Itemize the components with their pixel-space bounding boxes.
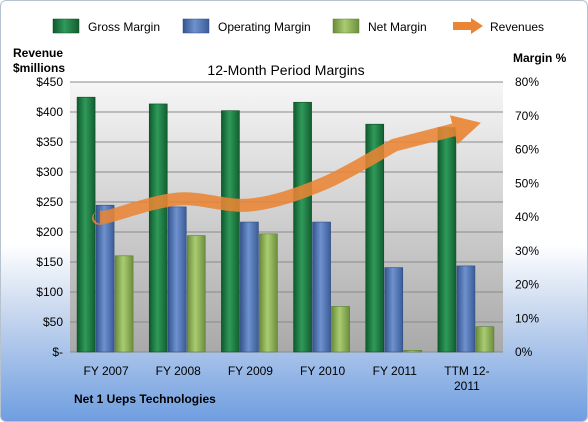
left-axis-title-line-1: Revenue xyxy=(13,46,63,60)
legend-label-gross-margin: Gross Margin xyxy=(88,20,160,34)
bar-gross-margin xyxy=(293,101,312,353)
left-tick-label: $- xyxy=(52,345,63,359)
bar-gross-margin xyxy=(148,103,168,353)
bars xyxy=(76,96,495,353)
left-tick-label: $300 xyxy=(36,165,63,179)
right-axis-ticks: 0% 10% 20% 30% 40% 50% 60% 70% 80% xyxy=(515,75,539,359)
left-tick-label: $200 xyxy=(36,225,63,239)
bar-operating-margin xyxy=(456,265,476,353)
revenue-arrowhead xyxy=(450,115,481,145)
legend-swatch-gross-margin xyxy=(52,18,80,34)
bar-operating-margin xyxy=(312,221,331,353)
legend: Gross Margin Operating Margin Net Margin… xyxy=(52,18,544,34)
x-tick-label: FY 2008 xyxy=(156,364,201,378)
bar-operating-margin xyxy=(95,204,115,353)
bar-gross-margin xyxy=(76,96,96,353)
x-tick-label: FY 2011 xyxy=(373,364,418,378)
bar-net-margin xyxy=(475,326,495,353)
revenue-line xyxy=(92,115,481,225)
bar-net-margin xyxy=(186,235,206,353)
right-tick-label: 40% xyxy=(515,210,539,224)
bar-operating-margin xyxy=(167,206,187,353)
legend-label-revenues: Revenues xyxy=(490,20,544,34)
left-tick-label: $400 xyxy=(36,105,63,119)
right-tick-label: 80% xyxy=(515,75,539,89)
right-tick-label: 10% xyxy=(515,311,539,325)
revenue-trend-line xyxy=(92,123,456,225)
bar-operating-margin xyxy=(384,267,404,353)
bar-net-margin xyxy=(403,350,423,353)
chart-title: 12-Month Period Margins xyxy=(207,62,364,78)
bar-gross-margin xyxy=(437,127,457,353)
company-name: Net 1 Ueps Technologies xyxy=(74,392,216,406)
legend-swatch-net-margin xyxy=(332,18,360,34)
bar-net-margin xyxy=(114,255,134,353)
legend-swatch-revenues-arrow xyxy=(453,18,483,34)
bar-gross-margin xyxy=(221,110,240,353)
left-tick-label: $50 xyxy=(43,315,63,329)
legend-label-net-margin: Net Margin xyxy=(368,20,427,34)
left-tick-label: $100 xyxy=(36,285,63,299)
x-tick-label: FY 2010 xyxy=(300,364,345,378)
left-tick-label: $350 xyxy=(36,135,63,149)
right-tick-label: 20% xyxy=(515,278,539,292)
bar-operating-margin xyxy=(240,221,259,353)
bar-net-margin xyxy=(331,306,350,353)
x-tick-label: 2011 xyxy=(454,379,480,393)
bar-gross-margin xyxy=(365,123,385,353)
right-tick-label: 70% xyxy=(515,109,539,123)
legend-label-operating-margin: Operating Margin xyxy=(218,20,311,34)
left-tick-label: $150 xyxy=(36,255,63,269)
left-tick-label: $450 xyxy=(36,75,63,89)
right-tick-label: 0% xyxy=(515,345,533,359)
x-tick-label: TTM 12- xyxy=(444,364,489,378)
x-tick-label: FY 2009 xyxy=(228,364,273,378)
bar-net-margin xyxy=(259,233,278,353)
left-axis-ticks: $- $50 $100 $150 $200 $250 $300 $350 $400 $450 xyxy=(36,75,63,359)
right-axis-title: Margin % xyxy=(513,51,567,65)
left-tick-label: $250 xyxy=(36,195,63,209)
right-tick-label: 50% xyxy=(515,176,539,190)
right-tick-label: 60% xyxy=(515,143,539,157)
left-axis-title-line-2: $millions xyxy=(13,61,65,75)
legend-swatch-operating-margin xyxy=(182,18,210,34)
right-tick-label: 30% xyxy=(515,244,539,258)
x-tick-label: FY 2007 xyxy=(84,364,129,378)
plot-area xyxy=(70,82,503,352)
x-axis-ticks: FY 2007 FY 2008 FY 2009 FY 2010 FY 2011 TTM 1… xyxy=(84,364,490,393)
